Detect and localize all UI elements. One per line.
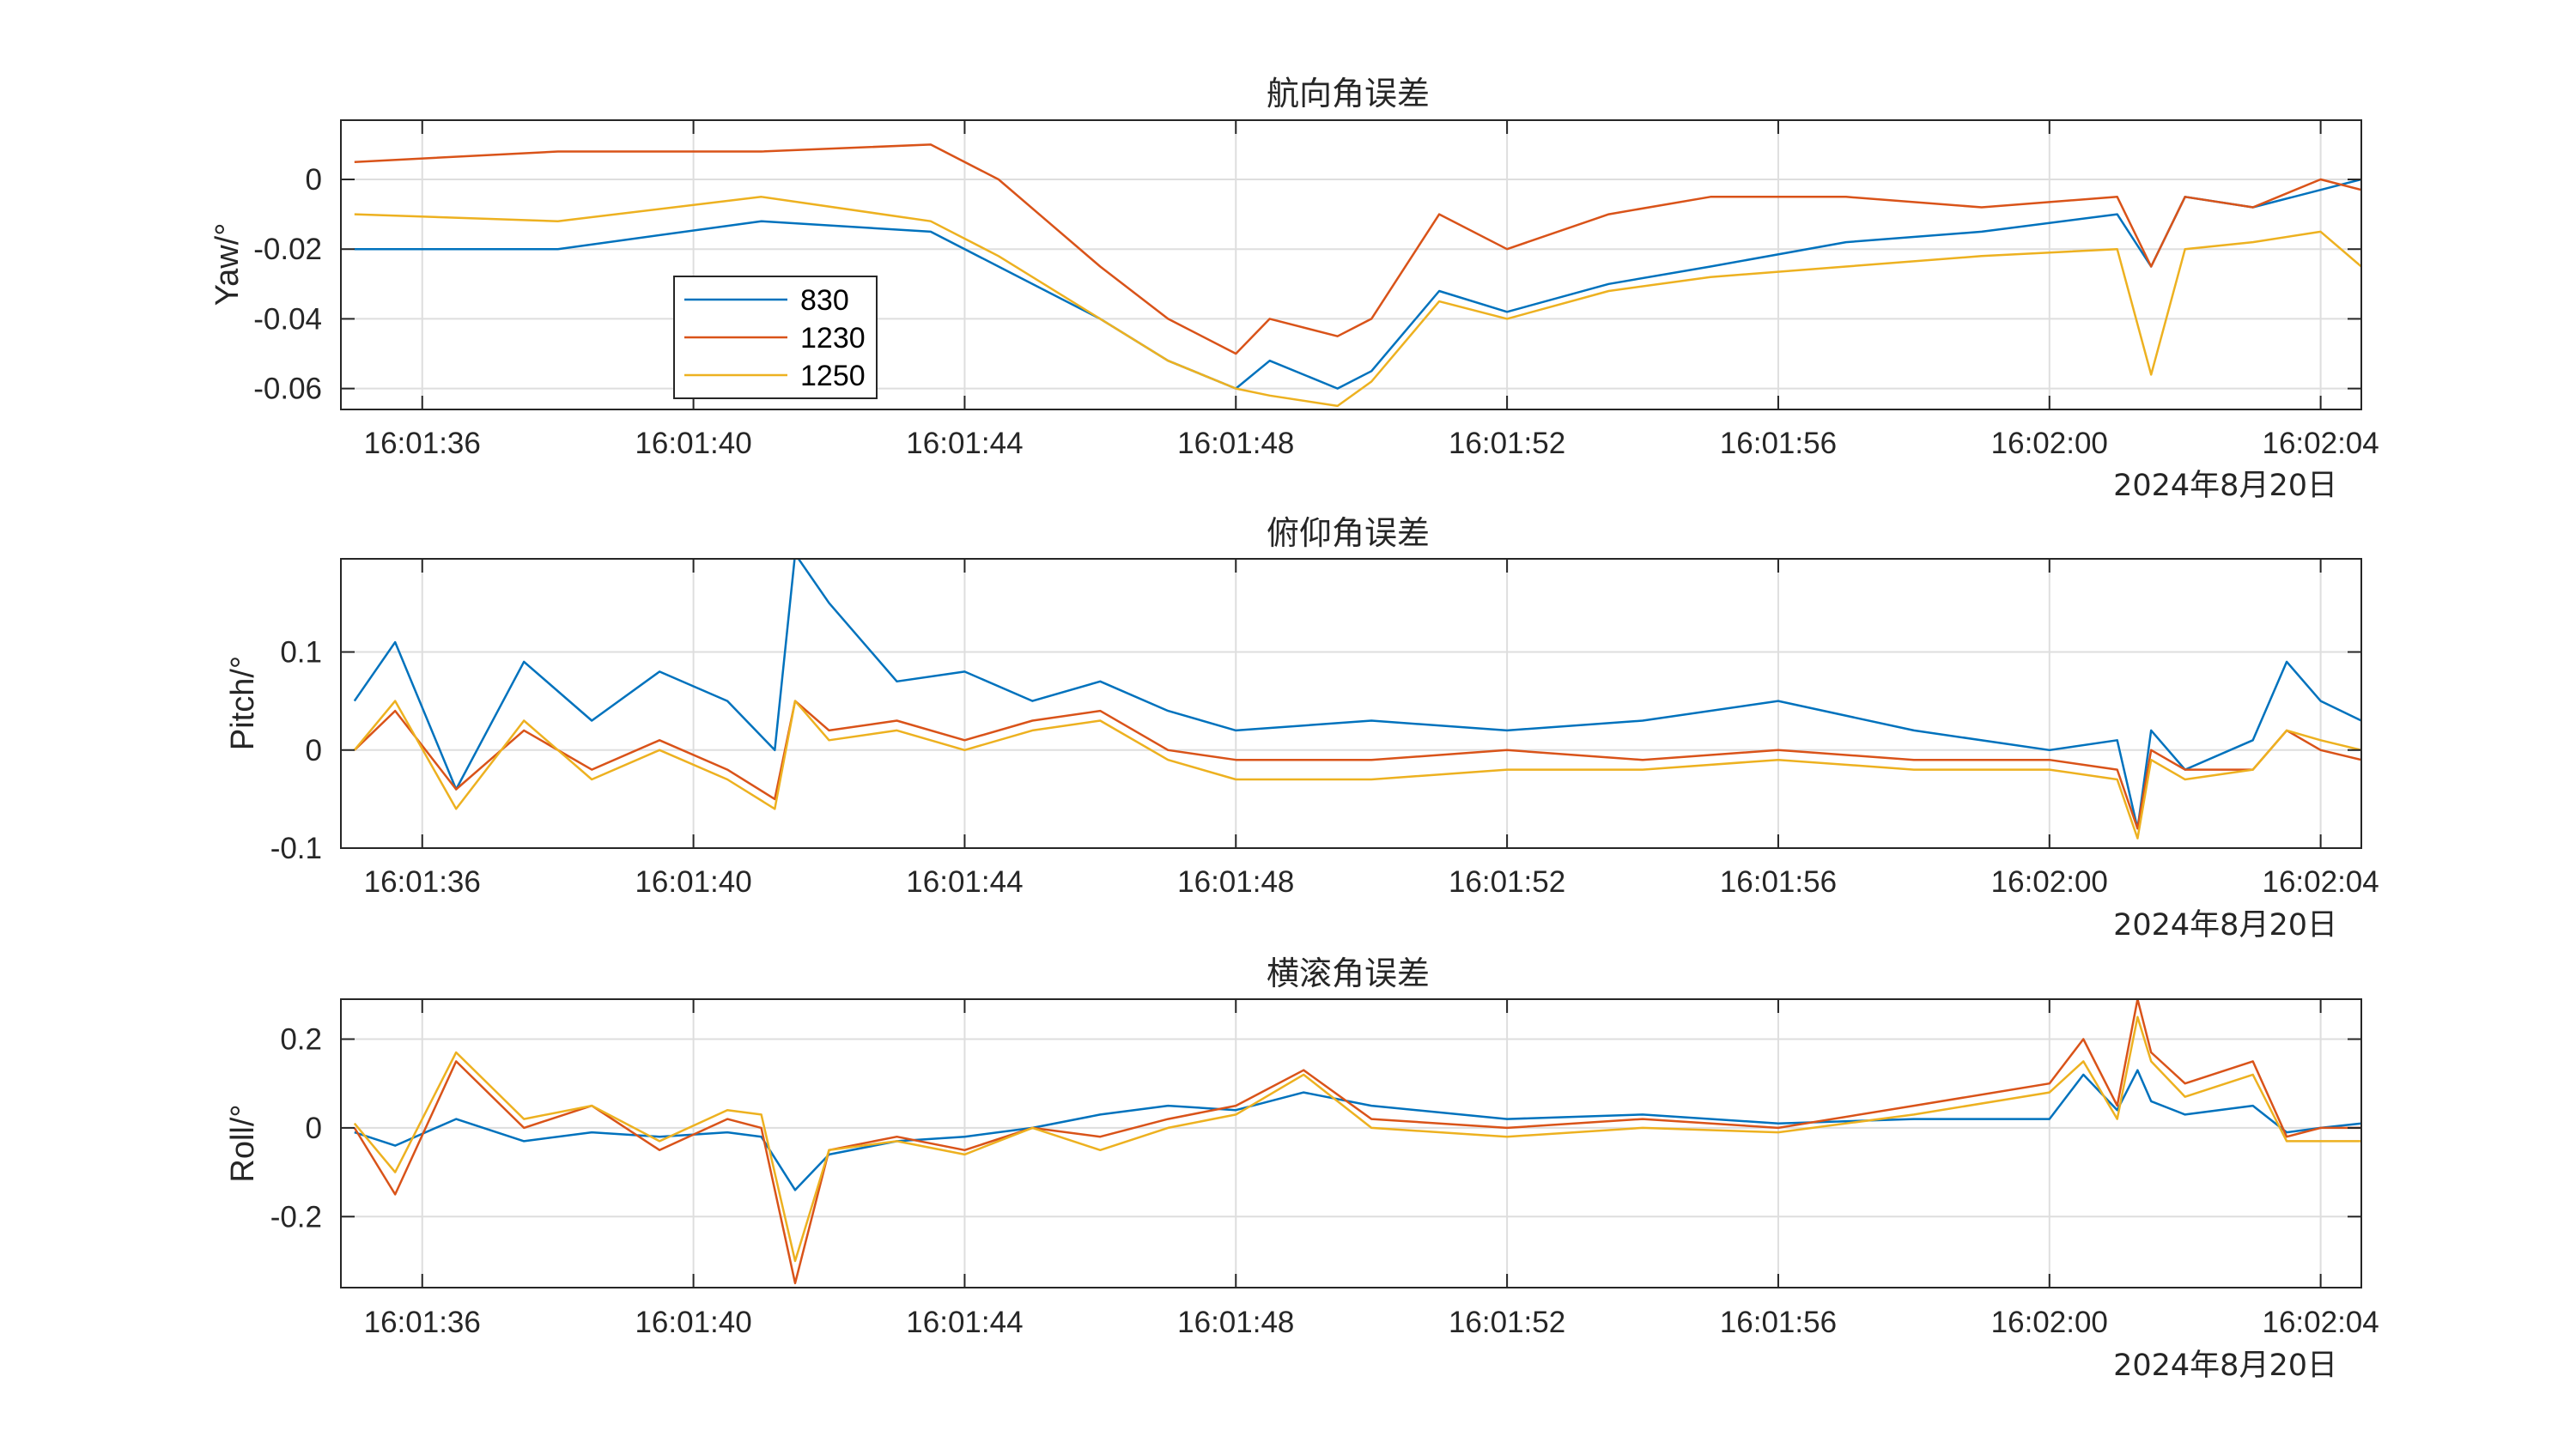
roll-xtick-label: 16:01:48	[1177, 1306, 1294, 1339]
pitch-ytick-label: 0.1	[280, 636, 322, 670]
yaw-axes-box	[340, 119, 2362, 410]
yaw-ytick-label: -0.02	[253, 233, 322, 266]
pitch-series-1250-line	[353, 700, 2361, 840]
pitch-tick-marks	[341, 559, 2361, 849]
yaw-series-1230-line	[354, 143, 2361, 355]
pitch-series-lines	[353, 559, 2361, 840]
yaw-series-1250-line	[354, 196, 2361, 408]
roll-xtick-label: 16:01:36	[364, 1306, 481, 1339]
pitch-ytick-label: -0.1	[270, 832, 322, 865]
roll-ytick-label: 0.2	[280, 1023, 322, 1057]
roll-axes-box	[340, 998, 2362, 1288]
yaw-xtick-label: 16:01:36	[364, 427, 481, 460]
pitch-title: 俯仰角误差	[1267, 514, 1430, 552]
roll-xtick-label: 16:01:40	[635, 1306, 751, 1339]
pitch-series-1230-line	[353, 700, 2361, 830]
yaw-ytick-label: -0.04	[253, 302, 322, 336]
yaw-ytick-label: -0.06	[253, 373, 322, 406]
roll-xtick-label: 16:01:44	[906, 1306, 1023, 1339]
pitch-xtick-label: 16:01:52	[1449, 865, 1565, 899]
pitch-ylabel: Pitch/°	[225, 656, 261, 750]
pitch-xtick-label: 16:02:04	[2262, 865, 2379, 899]
legend: 830 1230 1250	[673, 276, 878, 399]
pitch-xtick-label: 16:01:40	[635, 865, 751, 899]
legend-label-1230: 1230	[800, 322, 866, 355]
yaw-xtick-label: 16:01:44	[906, 427, 1023, 460]
pitch-xtick-label: 16:01:48	[1177, 865, 1294, 899]
yaw-series-lines	[354, 143, 2361, 408]
yaw-date-label: 2024年8月20日	[2113, 469, 2337, 503]
yaw-axes: 航向角误差 0 -0.02 -0.04 -0.06 16:01:36 16:01…	[210, 75, 2379, 503]
pitch-xtick-label: 16:01:56	[1720, 865, 1837, 899]
legend-label-830: 830	[800, 284, 849, 317]
roll-axes: 横滚角误差 0.2 0 -0.2 16:01:36 16:01:40 16:01…	[225, 955, 2379, 1383]
roll-title: 横滚角误差	[1267, 955, 1430, 992]
yaw-xtick-label: 16:02:00	[1991, 427, 2108, 460]
legend-label-1250: 1250	[800, 360, 866, 392]
yaw-xtick-label: 16:01:56	[1720, 427, 1837, 460]
roll-xtick-label: 16:01:52	[1449, 1306, 1565, 1339]
pitch-axes: 俯仰角误差 0.1 0 -0.1 16:01:36 16:01:40 16:01…	[225, 514, 2379, 943]
yaw-title: 航向角误差	[1267, 75, 1430, 112]
yaw-xtick-label: 16:01:40	[635, 427, 751, 460]
yaw-xtick-label: 16:02:04	[2262, 427, 2379, 460]
roll-tick-marks	[341, 999, 2361, 1288]
roll-series-lines	[353, 999, 2361, 1285]
roll-series-1250-line	[353, 1016, 2361, 1263]
pitch-axes-box	[340, 558, 2362, 849]
pitch-series-830-line	[353, 559, 2361, 830]
roll-series-1230-line	[353, 999, 2361, 1285]
roll-date-label: 2024年8月20日	[2113, 1349, 2337, 1383]
yaw-xtick-label: 16:01:52	[1449, 427, 1565, 460]
yaw-tick-marks	[341, 120, 2361, 409]
roll-ylabel: Roll/°	[225, 1104, 261, 1182]
yaw-ytick-label: 0	[306, 163, 322, 197]
pitch-xtick-label: 16:01:36	[364, 865, 481, 899]
yaw-xtick-label: 16:01:48	[1177, 427, 1294, 460]
pitch-xtick-label: 16:01:44	[906, 865, 1023, 899]
roll-ytick-label: 0	[306, 1112, 322, 1145]
pitch-date-label: 2024年8月20日	[2113, 908, 2337, 943]
roll-xtick-label: 16:02:00	[1991, 1306, 2108, 1339]
yaw-ylabel: Yaw/°	[210, 223, 246, 306]
roll-xtick-label: 16:02:04	[2262, 1306, 2379, 1339]
pitch-xtick-label: 16:02:00	[1991, 865, 2108, 899]
pitch-ytick-label: 0	[306, 734, 322, 767]
roll-gridlines	[341, 999, 2361, 1288]
roll-xtick-label: 16:01:56	[1720, 1306, 1837, 1339]
roll-ytick-label: -0.2	[270, 1200, 322, 1234]
